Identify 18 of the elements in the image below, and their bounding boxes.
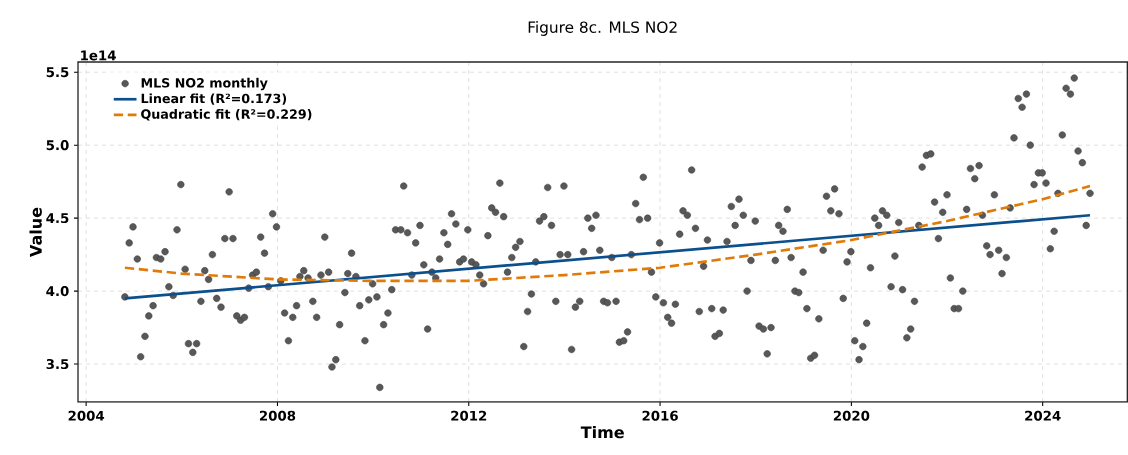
text: 1e14 bbox=[81, 50, 116, 61]
x-tick-label: 2020 bbox=[833, 410, 870, 421]
y-tick-label: 4.5 bbox=[46, 213, 69, 224]
x-tick-label: 2024 bbox=[1025, 410, 1061, 421]
y-tick-label: 5.5 bbox=[46, 67, 69, 78]
legend-label: Linear fit (R²=0.173) bbox=[141, 93, 287, 105]
y-axis-title: Value bbox=[29, 207, 42, 257]
legend-label: Quadratic fit (R²=0.229) bbox=[141, 109, 312, 121]
y-tick-label: 5.0 bbox=[46, 140, 69, 151]
x-tick-label: 2012 bbox=[451, 410, 487, 421]
x-tick-label: 2016 bbox=[642, 410, 678, 421]
y-tick-label: 3.5 bbox=[46, 359, 69, 370]
legend-label: MLS NO2 monthly bbox=[141, 77, 268, 91]
x-tick-label: 2004 bbox=[68, 410, 105, 421]
chart-title: Figure 8c. MLS NO2 bbox=[528, 21, 677, 36]
x-axis-title: Time bbox=[580, 425, 624, 439]
y-tick-label: 4.0 bbox=[46, 286, 69, 297]
x-tick-label: 2008 bbox=[259, 410, 296, 421]
